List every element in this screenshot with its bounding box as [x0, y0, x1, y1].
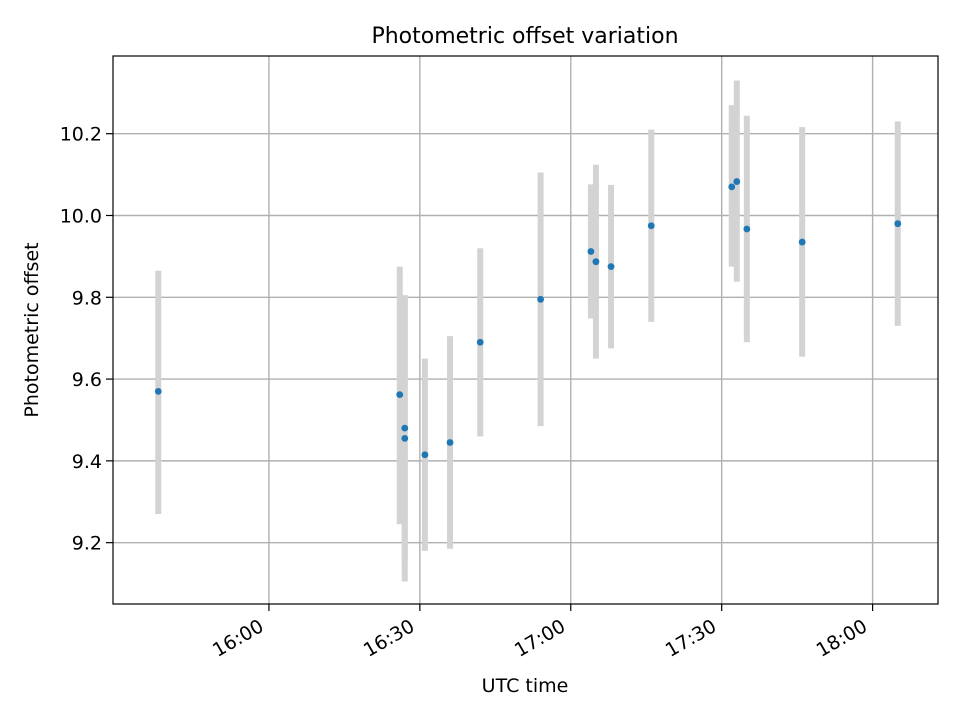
y-axis-ticks: 9.2 9.4 9.6 9.8 10.0 10.2: [60, 124, 113, 555]
data-point: [743, 225, 751, 233]
y-axis-label: Photometric offset: [21, 242, 43, 417]
data-point: [592, 258, 600, 266]
data-point: [894, 220, 902, 228]
y-tick-label: 10.0: [60, 205, 102, 227]
plot-frame: [112, 55, 939, 605]
data-point: [421, 451, 429, 459]
plot-area-background: [113, 56, 938, 604]
data-point: [401, 434, 409, 442]
data-point: [476, 338, 484, 346]
data-point: [537, 295, 544, 303]
data-point: [733, 178, 741, 185]
data-point: [396, 391, 404, 399]
chart-title: Photometric offset variation: [371, 24, 678, 49]
x-axis-label: UTC time: [482, 675, 569, 697]
data-point: [607, 263, 615, 271]
data-point: [401, 424, 409, 432]
point-layer: [154, 178, 902, 459]
y-tick-label: 9.6: [72, 369, 102, 391]
data-point: [587, 248, 595, 255]
data-point: [798, 238, 806, 246]
y-tick-label: 9.4: [72, 451, 102, 473]
data-point: [154, 387, 162, 395]
y-tick-label: 9.8: [72, 287, 102, 309]
y-tick-label: 9.2: [72, 533, 102, 555]
data-point: [446, 439, 454, 446]
data-point: [647, 222, 655, 230]
y-tick-label: 10.2: [60, 124, 102, 146]
data-point: [728, 183, 736, 191]
